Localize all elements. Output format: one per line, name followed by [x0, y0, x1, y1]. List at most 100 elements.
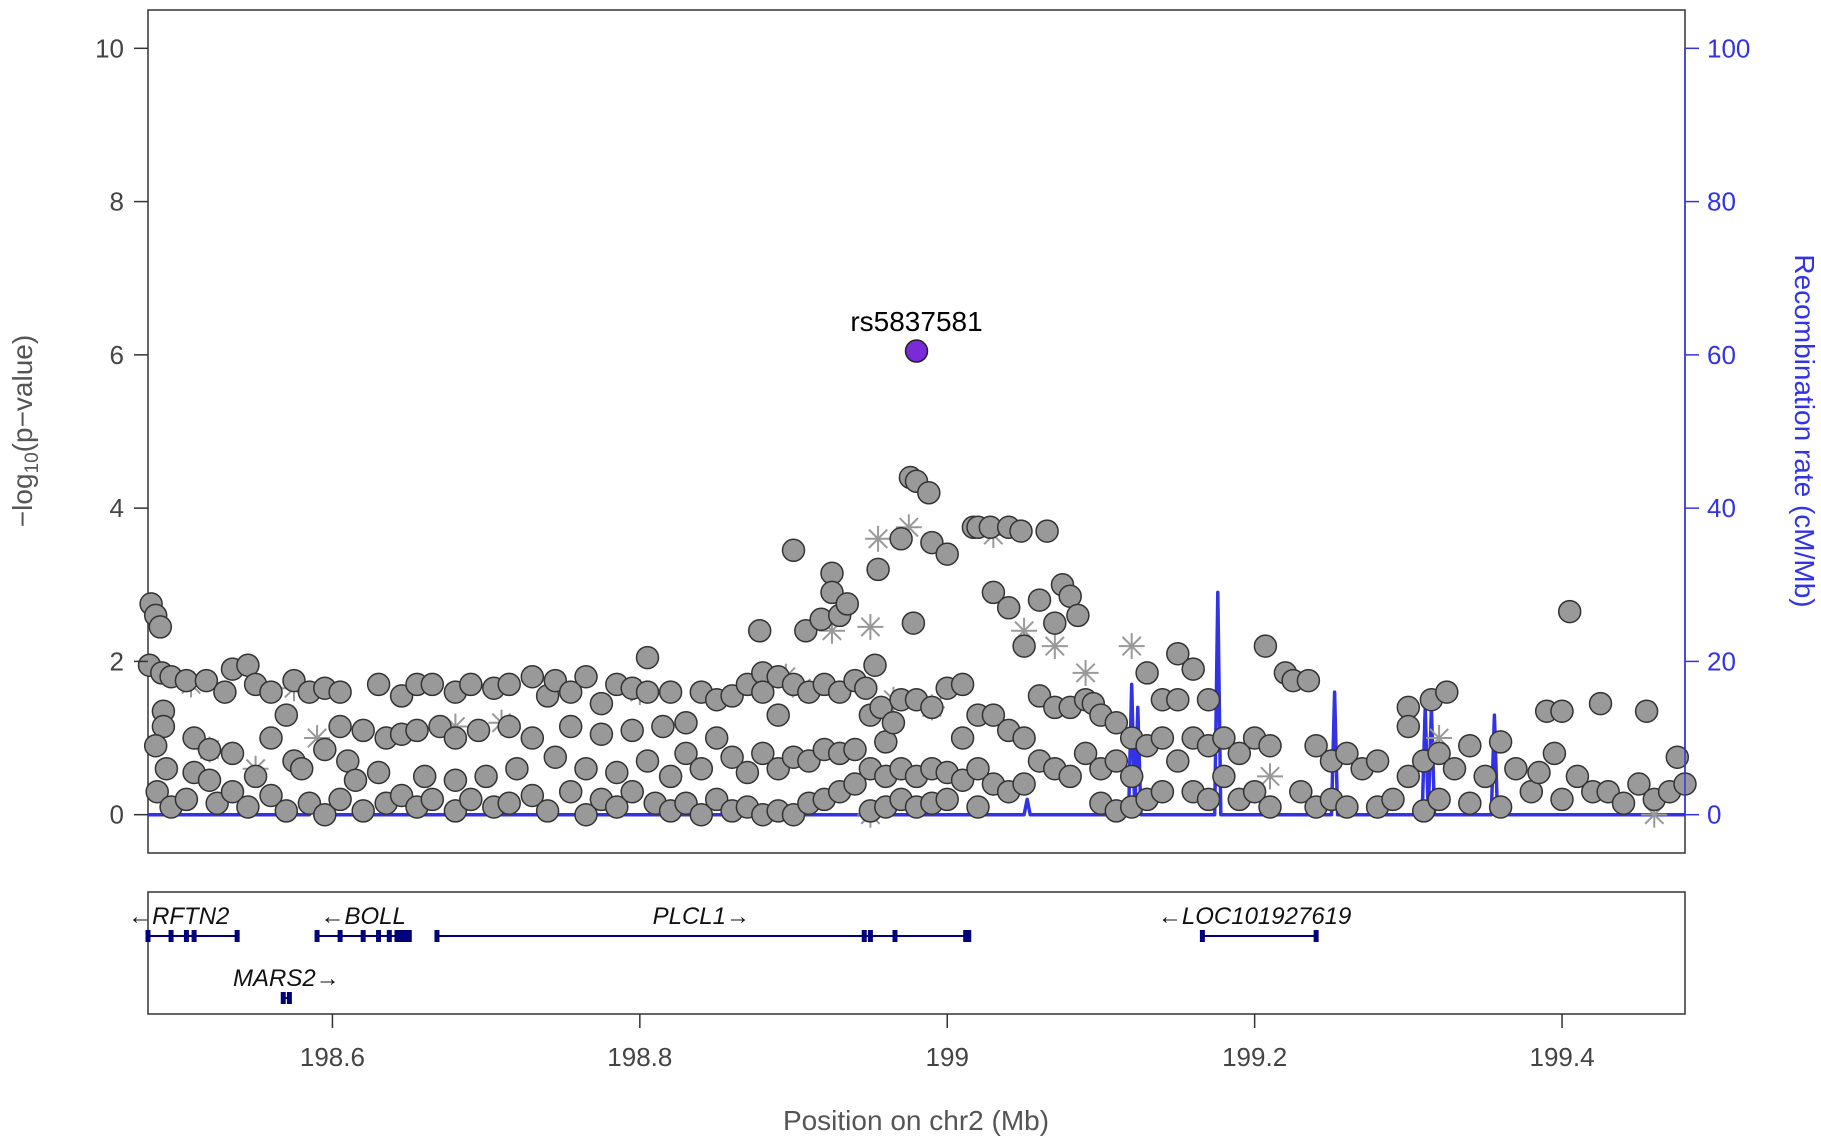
snp-point [589, 722, 614, 746]
gene-exon [314, 930, 320, 942]
snp-point [558, 779, 583, 804]
snp-point [981, 703, 1006, 727]
y-tick-label: 6 [110, 340, 124, 370]
snp-point [1150, 726, 1175, 750]
snp-point [863, 653, 887, 677]
gene-exon [1199, 930, 1205, 942]
y-axis-title-main: −log [7, 473, 38, 527]
snp-point [1066, 603, 1090, 628]
snp-point [881, 710, 906, 735]
snp-point [1304, 733, 1328, 758]
snp-point [351, 718, 375, 743]
snp-point [366, 760, 391, 785]
snp-point [1058, 764, 1082, 789]
snp-point [236, 795, 260, 819]
snp-point [220, 779, 245, 804]
snp-point [505, 756, 529, 781]
snp-point [1588, 691, 1613, 716]
x-axis: 198.6 198.8 199 199.2 199.4 [300, 1014, 1595, 1072]
snp-point [920, 695, 944, 720]
snp-point [474, 764, 498, 789]
snp-asterisk [865, 525, 892, 552]
snp-point [154, 756, 179, 781]
snp-point [412, 764, 437, 789]
gene-exon [280, 992, 286, 1004]
association-panel-frame [147, 9, 1686, 854]
snp-point [1627, 772, 1651, 796]
snp-point [1227, 741, 1252, 766]
snp-point [658, 764, 683, 789]
snp-point [259, 680, 283, 704]
snp-point [1473, 764, 1497, 789]
snp-point [1396, 764, 1421, 789]
snp-point [1435, 680, 1459, 704]
snp-point [558, 680, 583, 704]
snp-point [835, 592, 860, 616]
gene-label: ←BOLL [320, 903, 405, 930]
snp-point [343, 768, 368, 792]
snp-point [747, 619, 772, 643]
snp-point [174, 787, 199, 812]
snp-point [1043, 611, 1067, 635]
snp-point [443, 768, 468, 792]
snp-point [1557, 599, 1582, 624]
snp-point [145, 779, 169, 804]
snp-point [1289, 779, 1313, 804]
snp-point [1542, 741, 1567, 766]
snp-point [966, 795, 990, 819]
snp-point [1427, 741, 1451, 766]
snp-point [220, 741, 245, 766]
snp-point [689, 802, 714, 827]
gene-exon [145, 930, 151, 942]
gene-label: ←LOC101927619 [1158, 903, 1351, 930]
y2-tick-label: 100 [1707, 33, 1750, 63]
snp-point [605, 760, 629, 785]
snp-point [558, 714, 583, 739]
snp-point [1335, 795, 1359, 819]
snp-point [966, 756, 990, 781]
snp-point [1166, 687, 1190, 712]
snp-point [1104, 710, 1129, 735]
gene-exon [183, 930, 189, 942]
snp-point [935, 787, 959, 812]
snp-point [420, 672, 445, 697]
snp-asterisk [1041, 633, 1068, 660]
snp-point [1381, 787, 1405, 812]
y2-tick-label: 20 [1707, 646, 1736, 676]
snp-point [751, 680, 775, 704]
x-axis-title: Position on chr2 (Mb) [783, 1105, 1049, 1136]
snp-point [935, 542, 959, 566]
snp-point [1365, 749, 1390, 773]
x-tick-label: 198.6 [300, 1042, 365, 1072]
gene-exon [191, 930, 197, 942]
snp-point [1258, 795, 1282, 819]
snp-point [1212, 764, 1236, 789]
gene-track-panel: ←RFTN2 ←BOLL PLCL1→ ←LOC101927619 MARS2→ [128, 891, 1686, 1015]
snp-point [854, 676, 878, 700]
snp-point [274, 799, 299, 823]
snp-point [1565, 764, 1590, 789]
snp-point [1253, 634, 1278, 658]
gene-exon [386, 930, 392, 942]
snp-point [866, 557, 890, 582]
snp-point [1196, 687, 1221, 712]
snp-point [328, 787, 352, 812]
snp-point [674, 741, 698, 766]
y-tick-label: 4 [110, 493, 124, 523]
snp-point [1488, 730, 1513, 754]
snp-point [1527, 760, 1551, 785]
snp-point [259, 726, 283, 750]
gene-exon [337, 930, 343, 942]
snp-point [497, 672, 521, 697]
snp-point [1550, 787, 1574, 812]
gene-plcl1: PLCL1→ [434, 903, 972, 942]
gene-exon [406, 930, 412, 942]
snp-point [1504, 756, 1528, 781]
gene-exon [1313, 930, 1319, 942]
snp-point [443, 726, 468, 750]
snp-point [996, 596, 1021, 620]
snp-point [1035, 519, 1059, 543]
association-panel: rs5837581 0 2 4 6 8 10 0 20 40 60 80 100 [95, 9, 1750, 854]
snp-point [635, 645, 660, 670]
